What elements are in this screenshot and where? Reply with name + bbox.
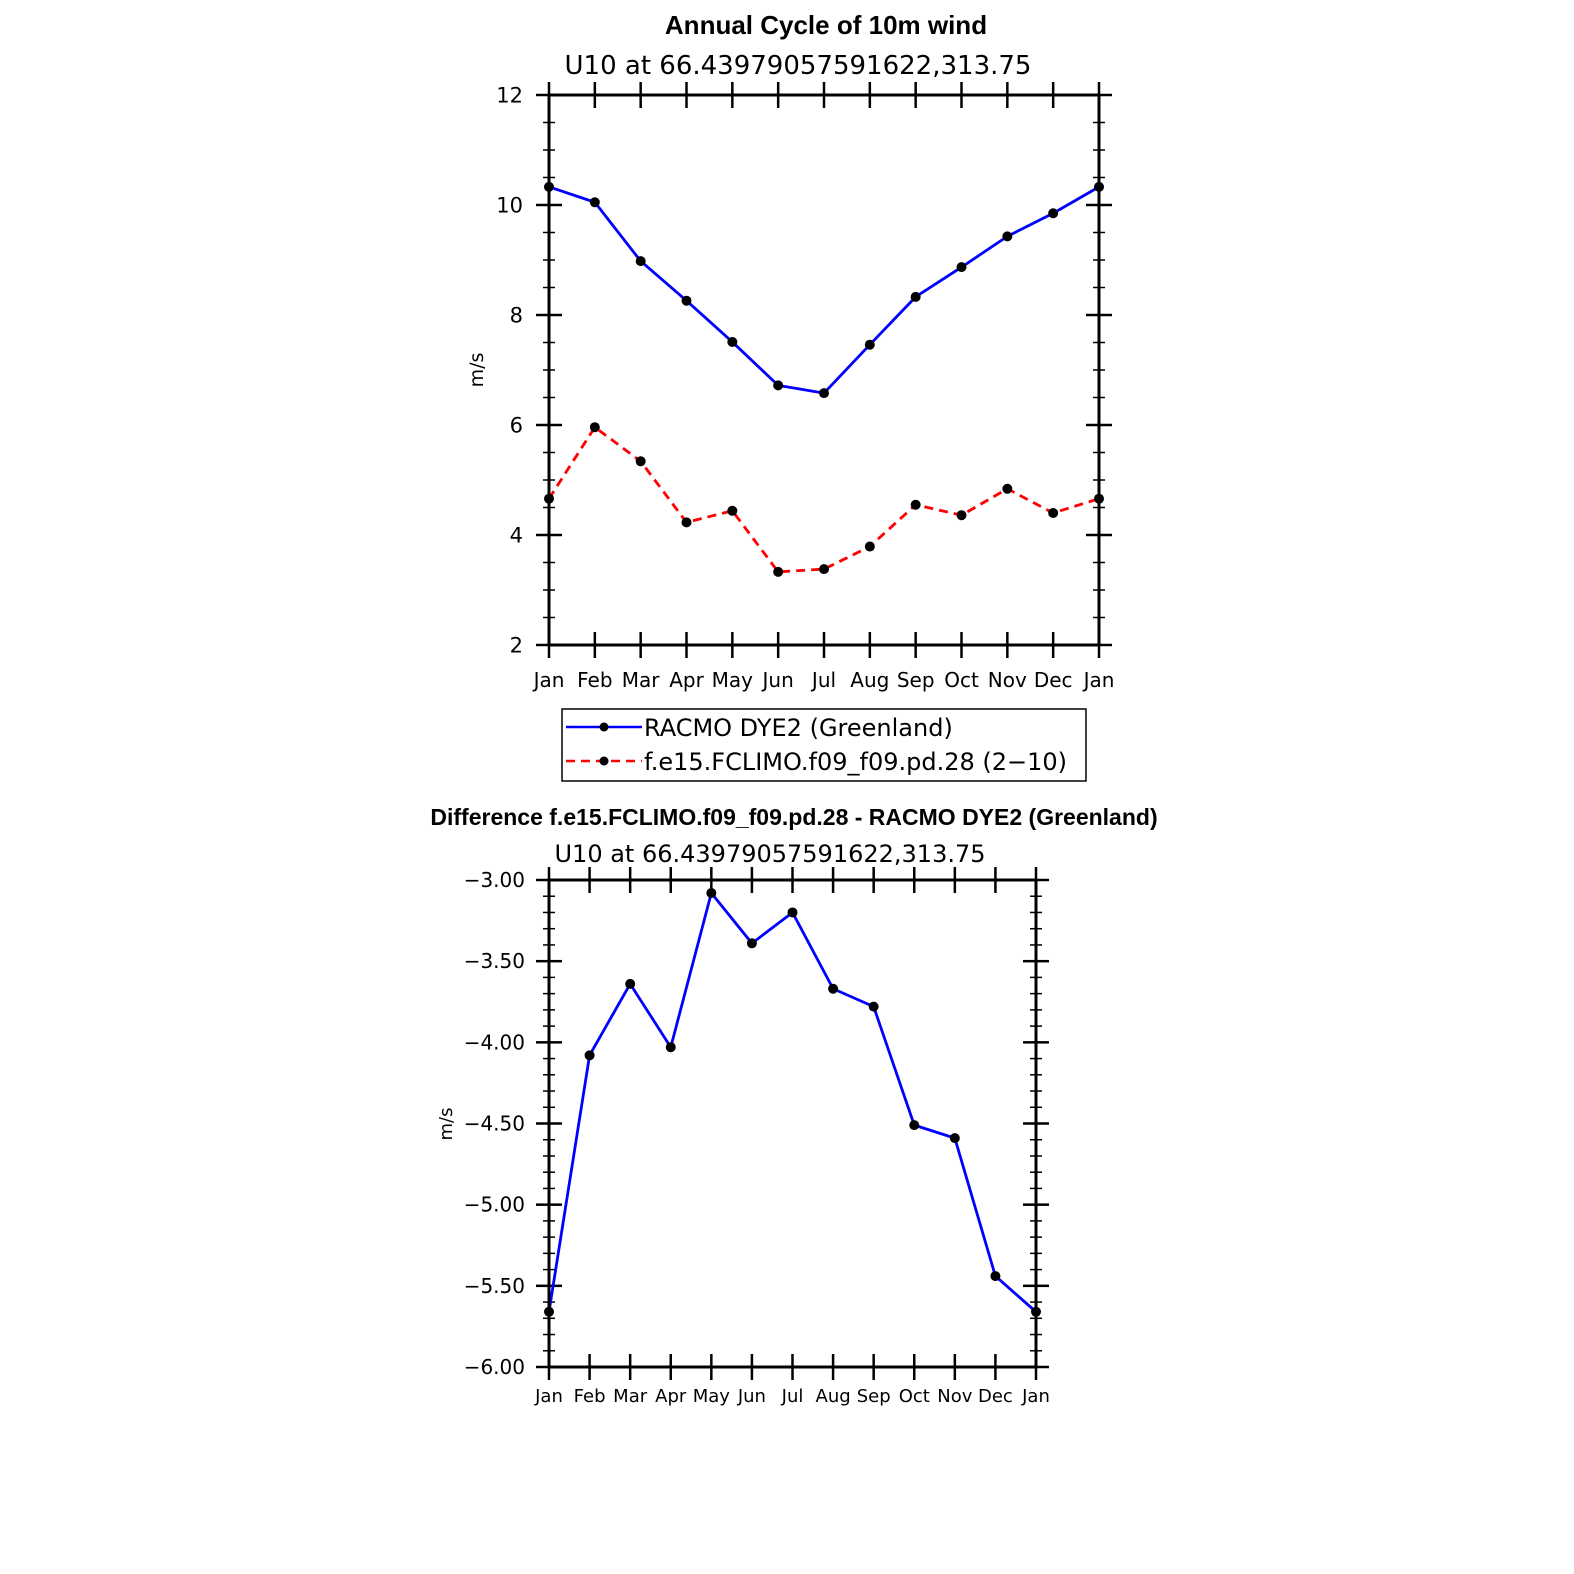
x-tick-label: Jun bbox=[737, 1386, 766, 1407]
bottom-chart: Difference f.e15.FCLIMO.f09_f09.pd.28 - … bbox=[430, 804, 1157, 1407]
bottom-chart-y-tick-labels: −6.00 −5.50 −5.00 −4.50 −4.00 −3.50 −3.00 bbox=[464, 868, 525, 1379]
series-0-point bbox=[990, 1271, 1001, 1282]
series-0-point bbox=[681, 295, 692, 306]
bottom-chart-plot-frame bbox=[547, 878, 1038, 1369]
top-chart-subtitle: U10 at 66.43979057591622,313.75 bbox=[565, 51, 1032, 81]
x-tick-label: Feb bbox=[574, 1386, 606, 1407]
series-0-point bbox=[1002, 231, 1013, 242]
bottom-chart-series bbox=[544, 887, 1041, 1317]
series-line-0 bbox=[548, 185, 1100, 395]
legend-label-model: f.e15.FCLIMO.f09_f09.pd.28 (2−10) bbox=[644, 748, 1067, 776]
y-tick-label: −6.00 bbox=[464, 1355, 525, 1379]
x-tick-label: Feb bbox=[577, 668, 612, 692]
series-0-point bbox=[909, 1120, 920, 1131]
bottom-chart-title: Difference f.e15.FCLIMO.f09_f09.pd.28 - … bbox=[430, 804, 1157, 830]
series-0-point bbox=[746, 938, 757, 949]
series-0-point bbox=[584, 1050, 595, 1061]
series-1-point bbox=[1048, 508, 1059, 518]
y-tick-label: 2 bbox=[510, 633, 523, 657]
series-0-point bbox=[665, 1042, 676, 1053]
y-tick-label: 8 bbox=[510, 303, 523, 327]
series-1-point bbox=[910, 499, 921, 510]
top-chart-x-tick-labels: Jan Feb Mar Apr May Jun Jul Aug Sep Oct Nov Dec Jan bbox=[532, 668, 1115, 692]
series-1-point bbox=[589, 422, 600, 433]
series-0-point bbox=[949, 1133, 960, 1144]
x-tick-label: Apr bbox=[655, 1386, 687, 1407]
y-tick-label: 10 bbox=[496, 193, 523, 217]
series-0-point bbox=[635, 256, 646, 267]
series-1-point bbox=[956, 510, 967, 521]
x-tick-label: Mar bbox=[622, 668, 661, 692]
x-tick-label: Nov bbox=[988, 668, 1027, 692]
legend-marker-racmo bbox=[599, 722, 609, 732]
x-tick-label: Jan bbox=[1082, 668, 1115, 692]
y-tick-label: −4.00 bbox=[464, 1030, 525, 1054]
x-tick-label: Sep bbox=[857, 1386, 891, 1407]
bottom-chart-ylabel: m/s bbox=[436, 1108, 457, 1141]
x-tick-label: Apr bbox=[669, 668, 704, 692]
top-chart: Annual Cycle of 10m wind U10 at 66.43979… bbox=[466, 10, 1115, 782]
x-tick-label: Aug bbox=[850, 668, 889, 692]
y-tick-label: −3.50 bbox=[464, 949, 525, 973]
y-tick-label: −5.50 bbox=[464, 1274, 525, 1298]
series-1-point bbox=[864, 541, 875, 552]
series-line-1 bbox=[547, 425, 1100, 574]
series-0-point bbox=[956, 262, 967, 273]
series-0-point bbox=[706, 887, 717, 898]
x-tick-label: Oct bbox=[944, 668, 979, 692]
series-1-point bbox=[1002, 483, 1013, 494]
series-0-point bbox=[727, 336, 738, 347]
y-tick-label: −5.00 bbox=[464, 1193, 525, 1217]
x-tick-label: Aug bbox=[816, 1386, 851, 1407]
series-0-point bbox=[828, 983, 839, 994]
series-0-point bbox=[910, 291, 921, 302]
series-1-point bbox=[773, 566, 784, 577]
x-tick-label: Jan bbox=[1021, 1386, 1050, 1407]
x-tick-label: Dec bbox=[978, 1386, 1013, 1407]
x-tick-label: Mar bbox=[613, 1386, 648, 1407]
series-0-point bbox=[819, 388, 829, 399]
bottom-chart-subtitle: U10 at 66.43979057591622,313.75 bbox=[554, 840, 985, 868]
x-tick-label: Nov bbox=[937, 1386, 972, 1407]
legend-marker-model bbox=[599, 756, 609, 766]
top-chart-series bbox=[544, 181, 1104, 577]
series-1-point bbox=[635, 456, 646, 467]
y-tick-label: −4.50 bbox=[464, 1112, 525, 1136]
x-tick-label: May bbox=[693, 1386, 731, 1407]
x-tick-label: Jan bbox=[532, 668, 565, 692]
top-chart-ylabel: m/s bbox=[466, 353, 488, 388]
series-0-point bbox=[1048, 208, 1059, 219]
bottom-chart-ticks bbox=[536, 867, 1049, 1380]
legend-box bbox=[561, 708, 1087, 782]
top-chart-plot-frame bbox=[547, 93, 1101, 647]
y-tick-label: 12 bbox=[496, 83, 523, 107]
x-tick-label: Jul bbox=[810, 668, 836, 692]
x-tick-label: Dec bbox=[1034, 668, 1073, 692]
top-chart-title: Annual Cycle of 10m wind bbox=[665, 10, 987, 40]
legend-label-racmo: RACMO DYE2 (Greenland) bbox=[644, 714, 953, 742]
series-0-point bbox=[773, 380, 784, 391]
x-tick-label: Sep bbox=[897, 668, 935, 692]
x-tick-label: Jan bbox=[534, 1386, 563, 1407]
x-tick-label: Oct bbox=[899, 1386, 930, 1407]
series-0-point bbox=[787, 907, 798, 918]
series-1-point bbox=[819, 564, 829, 575]
series-1-point bbox=[681, 517, 692, 528]
bottom-chart-x-tick-labels: Jan Feb Mar Apr May Jun Jul Aug Sep Oct Nov Dec Jan bbox=[534, 1386, 1050, 1407]
x-tick-label: Jul bbox=[781, 1386, 804, 1407]
series-0-point bbox=[589, 197, 600, 208]
series-line-0 bbox=[547, 891, 1037, 1313]
y-tick-label: 4 bbox=[510, 523, 523, 547]
y-tick-label: 6 bbox=[510, 413, 523, 437]
x-tick-label: May bbox=[712, 668, 754, 692]
series-0-point bbox=[864, 339, 875, 350]
series-0-point bbox=[625, 978, 636, 989]
top-chart-y-tick-labels: 2 4 6 8 10 12 bbox=[496, 83, 523, 657]
top-chart-legend: RACMO DYE2 (Greenland) f.e15.FCLIMO.f09_… bbox=[561, 708, 1087, 782]
y-tick-label: −3.00 bbox=[464, 868, 525, 892]
series-1-point bbox=[727, 505, 738, 516]
x-tick-label: Jun bbox=[761, 668, 794, 692]
series-0-point bbox=[868, 1001, 879, 1012]
